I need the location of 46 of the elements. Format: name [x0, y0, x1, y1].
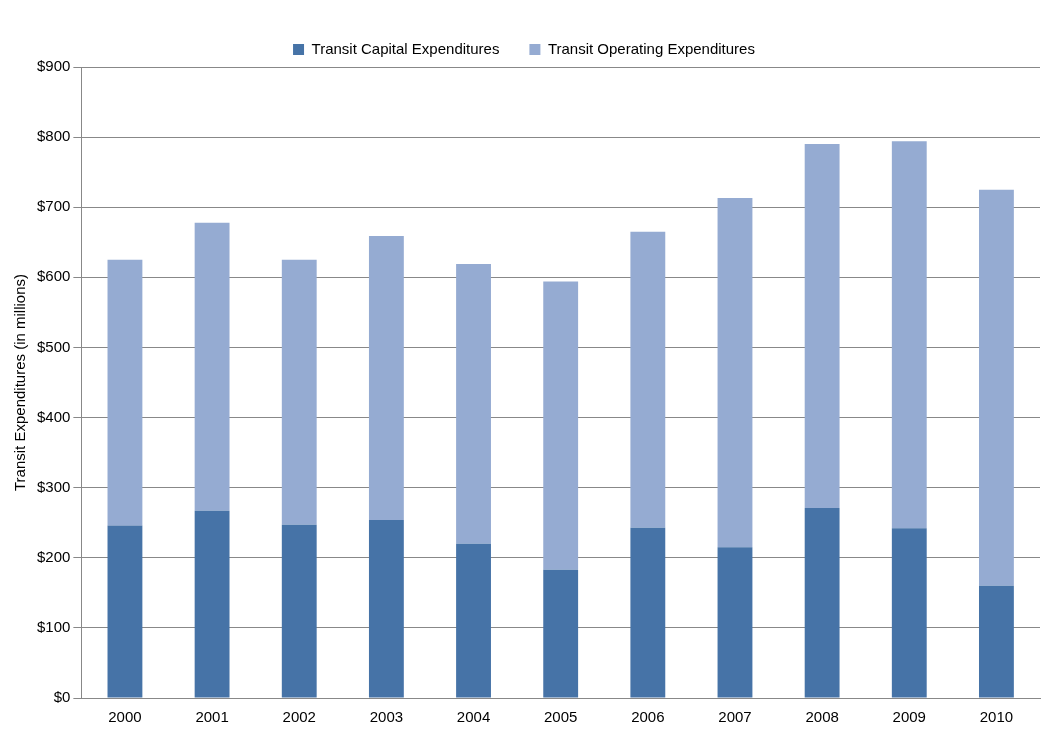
bar — [630, 527, 666, 698]
x-tick-label: 2005 — [544, 708, 578, 726]
x-tick-label: 2010 — [979, 708, 1014, 726]
x-tick-label: 2008 — [805, 708, 839, 726]
y-tick-label: $300 — [36, 477, 71, 495]
bar — [891, 141, 927, 529]
x-tick-label: 2006 — [631, 708, 665, 726]
bar — [107, 259, 143, 526]
bar — [979, 585, 1014, 698]
x-tick-label: 2003 — [369, 708, 404, 726]
y-tick-label: $500 — [36, 337, 71, 355]
bar — [368, 235, 404, 520]
bar — [717, 547, 753, 698]
bar — [194, 510, 230, 698]
y-tick-label: $700 — [36, 197, 71, 215]
bar — [456, 264, 491, 544]
y-tick-label: $0 — [53, 688, 71, 706]
bar — [194, 222, 230, 511]
bar — [368, 519, 404, 698]
legend-label: Transit Operating Expenditures — [547, 39, 755, 57]
y-tick-label: $900 — [36, 57, 71, 75]
x-tick-label: 2002 — [282, 708, 316, 726]
bar — [630, 231, 666, 528]
bar — [107, 525, 143, 698]
bar — [281, 259, 317, 525]
bar — [717, 198, 753, 548]
bar — [979, 189, 1014, 586]
x-tick-label: 2004 — [456, 708, 491, 726]
x-tick-label: 2009 — [892, 708, 926, 726]
x-tick-label: 2001 — [195, 708, 229, 726]
bar — [456, 543, 491, 698]
bar — [804, 144, 840, 508]
y-tick-label: $200 — [36, 547, 71, 565]
bar — [281, 524, 317, 698]
y-tick-label: $800 — [36, 127, 71, 145]
bar — [804, 508, 840, 698]
x-tick-label: 2007 — [718, 708, 752, 726]
y-tick-label: $100 — [36, 618, 71, 636]
bar — [891, 528, 927, 698]
bar — [543, 281, 579, 570]
x-tick-label: 2000 — [108, 708, 142, 726]
legend-label: Transit Capital Expenditures — [311, 39, 500, 57]
y-tick-label: $400 — [36, 407, 71, 425]
bar — [543, 569, 579, 698]
y-axis-title: Transit Expenditures (in millions) — [11, 273, 29, 492]
y-tick-label: $600 — [36, 267, 71, 285]
